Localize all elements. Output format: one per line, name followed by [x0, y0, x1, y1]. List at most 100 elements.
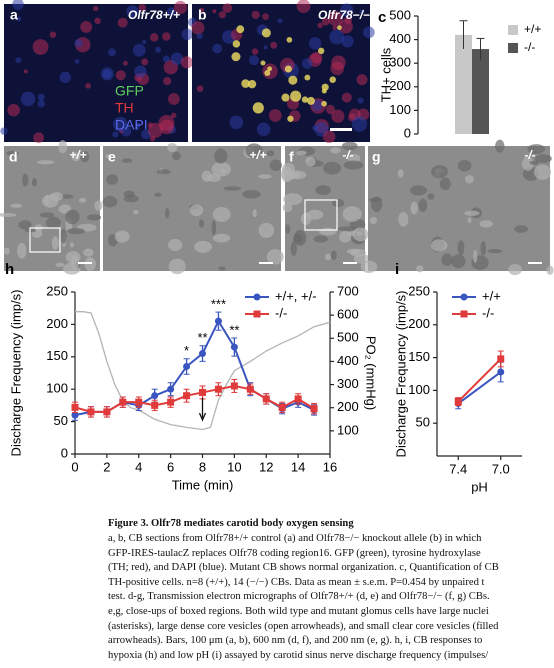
- stain-label: TH: [115, 100, 134, 116]
- x-tick-label: 10: [227, 459, 241, 474]
- marker: [199, 350, 206, 358]
- image-texture: [218, 266, 226, 271]
- image-texture: [20, 91, 36, 107]
- image-texture: [369, 217, 378, 225]
- line: [74, 319, 315, 417]
- x-tick-label: 7.0: [492, 461, 510, 476]
- image-texture: [10, 203, 23, 208]
- x-tick-label: 2: [103, 459, 110, 474]
- arrow-head: [198, 412, 207, 422]
- legend-label: +/+, +/-: [275, 288, 317, 303]
- image-texture: [266, 150, 275, 157]
- image-texture: [229, 115, 244, 130]
- marker: [497, 368, 505, 376]
- image-texture: [74, 59, 80, 64]
- image-texture: [121, 158, 133, 163]
- marker: [151, 401, 159, 409]
- line: [74, 384, 315, 413]
- marker: [214, 317, 222, 325]
- panel-letter: d: [9, 149, 18, 165]
- caption-line: GFP-IRES-taulacZ replaces Olfr78 coding …: [108, 547, 481, 559]
- image-texture: [317, 22, 323, 29]
- image-texture: [296, 0, 311, 14]
- image-texture: [327, 10, 343, 26]
- image-texture: [321, 100, 327, 107]
- image-texture: [221, 168, 226, 174]
- image-texture: [529, 160, 539, 165]
- image-texture: [12, 0, 24, 10]
- image-texture: [196, 85, 204, 92]
- y-axis-label: TH+ cells: [378, 47, 393, 102]
- image-texture: [37, 93, 45, 101]
- image-texture: [416, 265, 424, 273]
- image-texture: [167, 143, 178, 153]
- y-tick-label: 250: [408, 283, 430, 298]
- image-texture: [533, 164, 552, 180]
- panel-label: -/-: [342, 148, 353, 162]
- scale-bar: [343, 262, 357, 264]
- image-texture: [150, 33, 159, 42]
- image-texture: [285, 224, 291, 234]
- image-texture: [65, 209, 80, 225]
- y2-tick-label: 700: [337, 283, 359, 298]
- image-texture: [16, 16, 22, 22]
- image-texture: [330, 61, 345, 76]
- image-texture: [214, 148, 228, 164]
- marker: [310, 405, 318, 413]
- image-texture: [212, 43, 223, 54]
- fluorescence-image: [4, 4, 188, 142]
- image-texture: [218, 11, 226, 19]
- image-texture: [69, 242, 75, 248]
- image-texture: [241, 79, 250, 88]
- image-texture: [457, 159, 472, 172]
- panel-letter: a: [10, 7, 18, 23]
- image-texture: [251, 48, 259, 55]
- image-texture: [71, 255, 79, 271]
- image-texture: [0, 212, 17, 218]
- image-texture: [527, 144, 546, 155]
- marker: [151, 392, 159, 400]
- legend-label: -/-: [275, 305, 287, 320]
- image-texture: [15, 57, 22, 64]
- image-texture: [133, 210, 139, 215]
- image-texture: [196, 32, 203, 40]
- image-texture: [87, 214, 102, 221]
- image-texture: [301, 96, 309, 103]
- image-texture: [222, 3, 233, 13]
- image-texture: [306, 96, 315, 105]
- y-axis-label: Discharge Frequency (imp/s): [8, 290, 23, 457]
- x-axis-label: pH: [471, 479, 488, 494]
- image-texture: [134, 65, 147, 78]
- image-texture: [308, 37, 322, 50]
- image-texture: [138, 3, 146, 12]
- image-texture: [473, 249, 478, 263]
- y2-tick-label: 100: [337, 422, 359, 437]
- scale-bar: [78, 262, 92, 264]
- image-texture: [521, 156, 534, 171]
- image-texture: [252, 209, 257, 218]
- image-texture: [270, 41, 278, 49]
- image-texture: [290, 90, 302, 102]
- stain-label: GFP: [115, 83, 144, 99]
- image-texture: [60, 228, 67, 244]
- image-texture: [132, 43, 146, 57]
- x-tick-label: 16: [323, 459, 337, 474]
- y-tick-label: 50: [54, 413, 68, 428]
- image-texture: [319, 227, 337, 236]
- image-texture: [248, 55, 259, 66]
- boxed-region: [29, 227, 61, 253]
- marker: [71, 403, 79, 411]
- image-texture: [141, 58, 149, 66]
- image-texture: [245, 143, 263, 158]
- image-texture: [251, 10, 260, 19]
- marker: [103, 408, 111, 416]
- boxed-region: [304, 199, 338, 231]
- image-texture: [149, 135, 156, 142]
- image-texture: [162, 32, 171, 41]
- image-texture: [181, 28, 194, 41]
- scale-bar: [330, 128, 352, 131]
- image-texture: [464, 210, 480, 216]
- image-texture: [37, 160, 55, 165]
- image-texture: [305, 156, 316, 167]
- image-texture: [340, 3, 354, 17]
